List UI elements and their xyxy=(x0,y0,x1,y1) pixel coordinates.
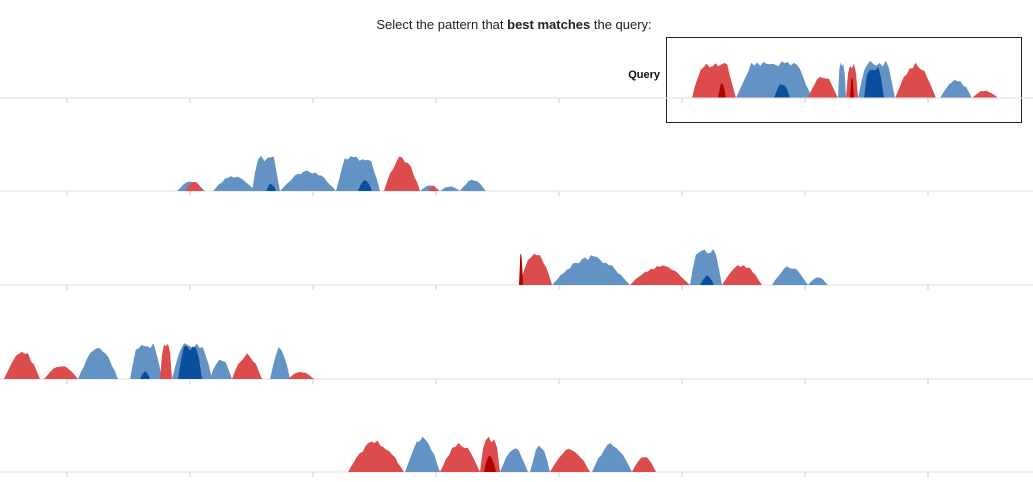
option-1-segment xyxy=(185,181,203,191)
query-segment xyxy=(895,62,936,98)
option-2-pattern[interactable] xyxy=(0,225,1033,295)
option-4-pattern[interactable] xyxy=(0,412,1033,482)
option-4-segment xyxy=(500,448,528,472)
option-1-segment xyxy=(428,185,438,191)
option-3-segment xyxy=(130,343,162,379)
option-3-segment xyxy=(78,348,118,379)
option-1-pattern[interactable] xyxy=(0,131,1033,201)
query-segment xyxy=(864,67,884,98)
query-segment xyxy=(692,63,736,98)
top-baseline-row xyxy=(0,97,1033,103)
option-2-segment xyxy=(808,277,828,285)
query-segment xyxy=(808,76,838,98)
option-1-segment xyxy=(266,183,276,191)
option-3-pattern[interactable] xyxy=(0,319,1033,389)
option-4-segment xyxy=(405,436,440,472)
option-3-segment xyxy=(44,366,78,379)
option-3-segment xyxy=(178,346,202,379)
option-2-segment xyxy=(519,254,523,285)
option-4-segment xyxy=(484,455,496,472)
option-4-segment xyxy=(592,443,632,472)
option-4-segment xyxy=(530,445,550,472)
option-4-segment xyxy=(348,440,404,472)
option-3-segment xyxy=(288,372,314,379)
option-1-segment xyxy=(460,179,486,191)
query-segment xyxy=(736,61,812,98)
option-2-segment xyxy=(519,253,552,285)
query-segment xyxy=(774,84,790,98)
option-1-segment xyxy=(440,186,460,191)
query-label: Query xyxy=(628,69,660,81)
option-3-segment xyxy=(160,343,172,379)
option-2-segment xyxy=(630,265,690,285)
option-4-segment xyxy=(480,436,500,472)
option-3-segment xyxy=(210,359,232,379)
option-2-segment xyxy=(722,265,762,285)
option-1-segment xyxy=(213,176,255,191)
option-3-segment xyxy=(140,371,150,379)
option-1-segment xyxy=(384,156,420,191)
option-2-segment xyxy=(690,249,722,285)
query-segment xyxy=(940,79,972,98)
query-segment xyxy=(850,77,854,98)
option-2-segment xyxy=(700,275,714,285)
option-3-segment xyxy=(232,353,262,379)
option-1-segment xyxy=(252,155,280,191)
option-3-segment xyxy=(270,347,290,379)
option-4-segment xyxy=(550,448,590,472)
option-3-segment xyxy=(4,351,40,379)
option-1-segment xyxy=(336,156,380,191)
query-segment xyxy=(718,82,726,98)
instruction-text: Select the pattern that best matches the… xyxy=(376,17,652,32)
option-4-segment xyxy=(632,457,656,472)
option-1-segment xyxy=(358,180,372,191)
option-4-segment xyxy=(440,442,480,472)
option-2-segment xyxy=(552,255,630,285)
query-segment xyxy=(972,90,998,98)
option-1-segment xyxy=(280,170,336,191)
option-2-segment xyxy=(772,266,808,285)
query-segment xyxy=(838,62,846,98)
